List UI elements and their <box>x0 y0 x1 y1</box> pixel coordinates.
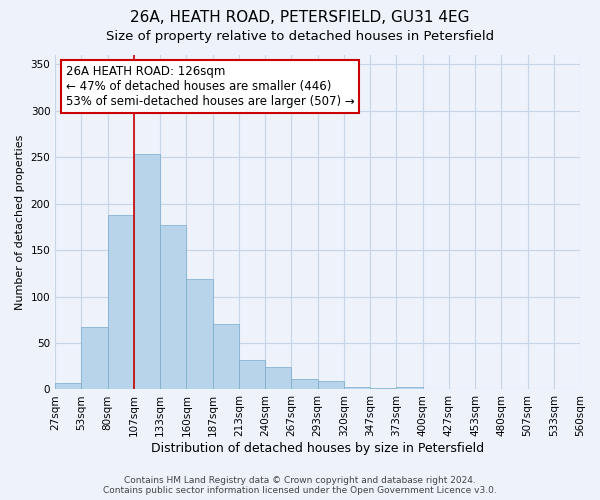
Bar <box>397 386 422 390</box>
Text: 26A, HEATH ROAD, PETERSFIELD, GU31 4EG: 26A, HEATH ROAD, PETERSFIELD, GU31 4EG <box>130 10 470 25</box>
X-axis label: Distribution of detached houses by size in Petersfield: Distribution of detached houses by size … <box>151 442 484 455</box>
Bar <box>317 381 344 390</box>
Bar <box>107 215 134 390</box>
Bar <box>501 388 527 390</box>
Bar <box>55 383 82 390</box>
Bar <box>554 388 580 390</box>
Bar <box>449 388 475 390</box>
Bar <box>292 379 317 390</box>
Text: Size of property relative to detached houses in Petersfield: Size of property relative to detached ho… <box>106 30 494 43</box>
Bar <box>134 154 160 390</box>
Y-axis label: Number of detached properties: Number of detached properties <box>15 134 25 310</box>
Bar <box>265 367 292 390</box>
Bar <box>212 324 239 390</box>
Bar <box>344 386 370 390</box>
Bar <box>160 225 187 390</box>
Bar <box>82 327 107 390</box>
Text: 26A HEATH ROAD: 126sqm
← 47% of detached houses are smaller (446)
53% of semi-de: 26A HEATH ROAD: 126sqm ← 47% of detached… <box>65 65 355 108</box>
Bar <box>187 279 212 390</box>
Text: Contains HM Land Registry data © Crown copyright and database right 2024.
Contai: Contains HM Land Registry data © Crown c… <box>103 476 497 495</box>
Bar <box>239 360 265 390</box>
Bar <box>370 388 397 390</box>
Bar <box>422 388 449 390</box>
